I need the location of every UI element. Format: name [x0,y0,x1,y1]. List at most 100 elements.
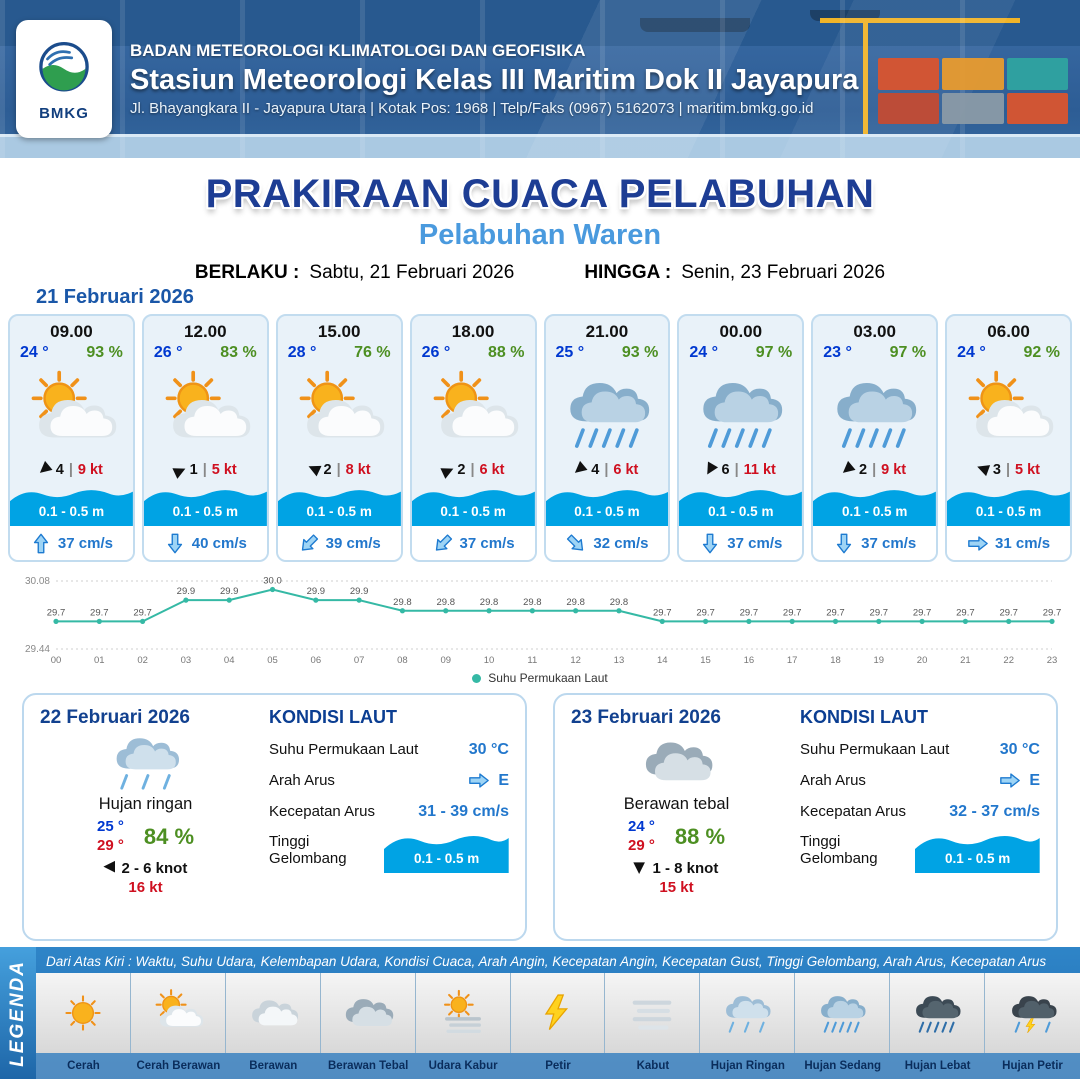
berlaku-value: Sabtu, 21 Februari 2026 [309,262,515,283]
wave-height: 0.1 - 0.5 m [38,504,105,519]
wave-shape [384,836,509,873]
svg-text:22: 22 [1003,655,1014,666]
weather-icon [890,973,986,1053]
temperature: 28 ° [287,344,317,361]
svg-text:29.7: 29.7 [133,607,152,618]
wind-speed: 2 [859,462,868,478]
berlaku-label: BERLAKU : [194,262,300,283]
wind-gust: 5 kt [1015,462,1041,478]
humidity: 76 % [354,344,391,361]
svg-text:29.8: 29.8 [610,597,629,608]
svg-text:29.7: 29.7 [90,607,109,618]
svg-text:29.7: 29.7 [999,607,1018,618]
svg-text:29.7: 29.7 [47,607,66,618]
wind-row: ▶ 6 | 11 kt [679,461,802,482]
weather-icon [20,364,123,462]
legend-item-label: Udara Kabur [415,1053,511,1079]
legend-item-label: Kabut [605,1053,701,1079]
svg-text:09: 09 [440,655,451,666]
svg-text:15: 15 [700,655,711,666]
forecast-time: 21.00 [585,322,629,341]
legend-section: LEGENDA Dari Atas Kiri : Waktu, Suhu Uda… [0,947,1080,1079]
wind-direction-icon: ▶ [304,460,322,480]
wind-speed: 2 [457,462,466,478]
title-section: PRAKIRAAN CUACA PELABUHAN Pelabuhan Ware… [0,158,1080,283]
forecast-time: 00.00 [719,322,763,341]
current-row: 37 cm/s [679,526,803,560]
wind-speed: 4 [591,462,600,478]
current-row: 39 cm/s [277,526,401,560]
legend-item: Cerah Berawan [130,973,226,1079]
wind-row: ▶ 2 | 9 kt [813,460,936,482]
current-direction-icon [563,530,589,556]
bmkg-logo-text: BMKG [39,104,89,122]
forecast-card: 18.00 26 ° 88 % ▶ 2 | 6 kt 0.1 - 0.5 m 37… [409,314,537,562]
wind-speed: 6 [721,462,730,478]
svg-text:03: 03 [181,655,192,666]
forecast-card: 21.00 25 ° 93 % ▶ 4 | 6 kt 0.1 - 0.5 m 32… [543,314,671,562]
wave-height: 0.1 - 0.5 m [975,504,1042,519]
wind-gust: 16 kt [128,878,163,896]
hourly-forecast-row: 09.00 24 ° 93 % ▶ 4 | 9 kt 0.1 - 0.5 m 37… [0,314,1080,562]
current-direction: E [1029,771,1040,789]
wind-speed: 1 [189,462,198,478]
wave-shape [679,490,803,526]
wave-height-label: Tinggi Gelombang [800,833,878,867]
current-direction-icon [703,532,718,554]
svg-text:19: 19 [873,655,884,666]
sst-line-chart: 30.08 29.44 29.7 00 29.7 01 29.7 02 29.9 03 29.9 04… [25,576,1061,667]
wind-gust: 11 kt [743,462,776,478]
wind-direction-icon: ▶ [701,461,721,479]
weather-condition: Berawan tebal [623,795,730,813]
current-speed-label: Kecepatan Arus [269,803,375,820]
current-speed: 31 cm/s [995,534,1051,552]
temperature: 26 ° [153,344,183,361]
temperature: 24 ° [957,344,986,361]
svg-text:08: 08 [397,655,408,666]
separator: | [336,462,341,478]
forecast-time: 12.00 [184,322,227,341]
separator: | [1005,462,1011,478]
legend-item: Hujan Sedang [795,973,891,1079]
legend-title-text: LEGENDA [7,959,28,1067]
wave-height: 0.1 - 0.5 m [574,504,640,519]
wave-shape [915,836,1040,873]
wave-shape [277,490,401,526]
wind-gust: 9 kt [77,462,103,478]
weather-icon [510,973,606,1053]
separator: | [604,462,609,478]
current-direction-icon [429,530,455,556]
current-speed: 37 cm/s [57,534,113,552]
weather-icon [91,731,201,793]
weather-icon [154,364,257,462]
svg-text:13: 13 [614,655,625,666]
current-direction-label: Arah Arus [269,772,335,789]
separator: | [470,462,475,478]
weather-icon [422,364,525,462]
forecast-time: 15.00 [317,322,361,341]
wind-direction-icon: ▶ [839,460,858,480]
svg-text:02: 02 [137,655,148,666]
wave-height-band: 0.1 - 0.5 m [915,827,1040,873]
svg-text:17: 17 [787,655,798,666]
wave-height: 0.1 - 0.5 m [944,851,1011,866]
legend-item: Hujan Petir [985,973,1080,1079]
temperature: 24 ° [689,344,719,361]
wind-row: ▶ 2 | 8 kt [278,460,401,482]
daily-date: 22 Februari 2026 [40,707,190,728]
weather-icon [957,364,1060,462]
current-row: 37 cm/s [813,526,937,560]
sea-conditions-title: KONDISI LAUT [269,707,398,727]
forecast-card: 09.00 24 ° 93 % ▶ 4 | 9 kt 0.1 - 0.5 m 37… [8,314,135,562]
separator: | [202,462,207,478]
svg-text:29.8: 29.8 [436,597,455,608]
wave-shape [545,490,669,526]
svg-text:14: 14 [657,655,668,666]
legend-item: Kabut [605,973,701,1079]
legend-item-label: Berawan Tebal [320,1053,416,1079]
sst-value: 30 °C [999,740,1040,758]
forecast-time: 09.00 [50,322,93,341]
wave-height: 0.1 - 0.5 m [842,504,908,519]
weather-icon [130,973,226,1053]
current-direction-icon [837,532,852,554]
